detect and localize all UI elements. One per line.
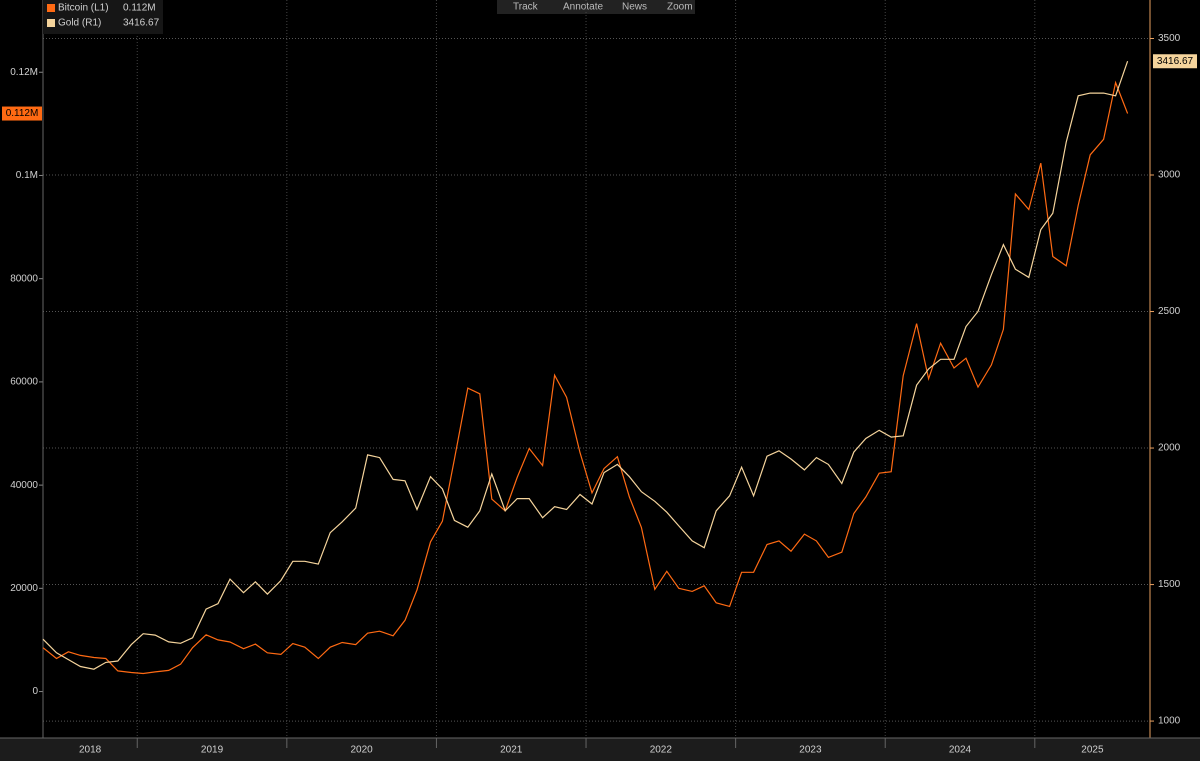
y-tick-label: 60000 (10, 377, 38, 388)
x-tick-label: 2024 (949, 745, 972, 756)
x-tick-label: 2025 (1081, 745, 1104, 756)
legend-swatch (47, 4, 55, 12)
x-tick-label: 2021 (500, 745, 523, 756)
x-axis-band (0, 738, 1200, 761)
legend-swatch (47, 19, 55, 27)
toolbar-button[interactable]: Track (513, 2, 539, 13)
x-tick-label: 2023 (799, 745, 822, 756)
last-value-tag (1153, 54, 1197, 69)
legend-label: Bitcoin (L1) (58, 3, 109, 14)
last-value-tag (2, 106, 42, 121)
toolbar-items: Track Annotate News Zoom (513, 2, 693, 13)
legend-label: Gold (R1) (58, 18, 101, 29)
legend-value: 0.112M (123, 3, 156, 14)
series-line (42, 61, 1129, 670)
last-value-label: 3416.67 (1157, 56, 1194, 67)
toolbar-button[interactable]: News (622, 2, 647, 13)
y2-tick-label: 3500 (1158, 33, 1181, 44)
series-line (42, 80, 1129, 675)
toolbar-button[interactable]: Annotate (563, 2, 603, 13)
y-tick-label: 20000 (10, 583, 38, 594)
legend-value: 3416.67 (123, 18, 160, 29)
last-value-label: 0.112M (6, 108, 39, 119)
y2-tick-label: 3000 (1158, 170, 1181, 181)
y-tick-label: 40000 (10, 480, 38, 491)
y2-tick-label: 2000 (1158, 443, 1181, 454)
y2-tick-label: 2500 (1158, 306, 1181, 317)
y-tick-label: 0.12M (10, 67, 38, 78)
y2-tick-label: 1000 (1158, 716, 1181, 727)
x-tick-label: 2019 (201, 745, 224, 756)
y2-tick-label: 1500 (1158, 579, 1181, 590)
y-tick-label: 0.1M (16, 170, 38, 181)
x-tick-label: 2022 (650, 745, 673, 756)
y-tick-label: 0 (32, 686, 38, 697)
toolbar (497, 0, 695, 14)
y-tick-label: 80000 (10, 273, 38, 284)
toolbar-button[interactable]: Zoom (667, 2, 693, 13)
x-tick-label: 2020 (351, 745, 374, 756)
x-tick-label: 2018 (79, 745, 102, 756)
legend-box (43, 0, 163, 34)
